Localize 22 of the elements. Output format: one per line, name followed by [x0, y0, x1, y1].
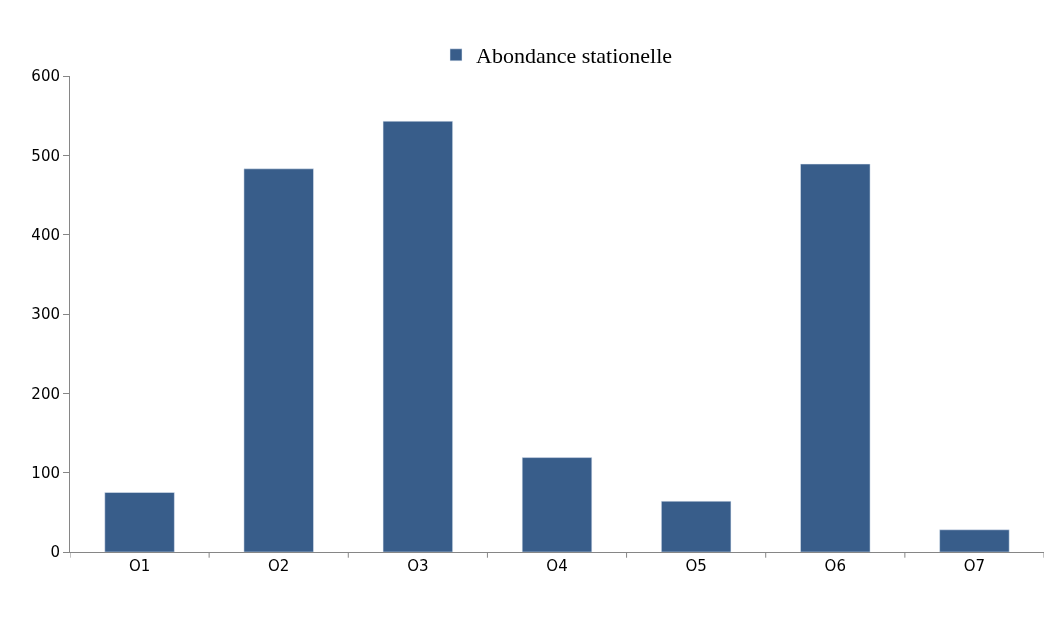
y-tick-label: 600 — [31, 67, 60, 86]
bar — [243, 168, 314, 552]
x-tick-label: O6 — [824, 557, 846, 575]
y-tick-label: 400 — [31, 225, 60, 244]
x-tick-label: O4 — [546, 557, 568, 575]
bar — [939, 529, 1010, 552]
x-tick-label: O7 — [963, 557, 986, 575]
bar — [661, 500, 732, 552]
y-tick-label: 300 — [31, 305, 60, 324]
y-tick-label: 100 — [31, 463, 60, 482]
bar — [521, 457, 593, 552]
y-tick-label: 500 — [31, 146, 60, 165]
x-tick-label: O5 — [685, 557, 707, 575]
x-tick-label: O2 — [268, 557, 290, 575]
bar — [382, 120, 453, 552]
bar — [800, 163, 871, 552]
bar — [104, 492, 175, 552]
y-tick-label: 200 — [31, 384, 60, 403]
legend-label: Abondance stationelle — [476, 43, 673, 69]
y-tick-label: 0 — [50, 543, 60, 562]
x-tick-label: O1 — [128, 557, 151, 575]
x-tick-label: O3 — [407, 557, 429, 575]
